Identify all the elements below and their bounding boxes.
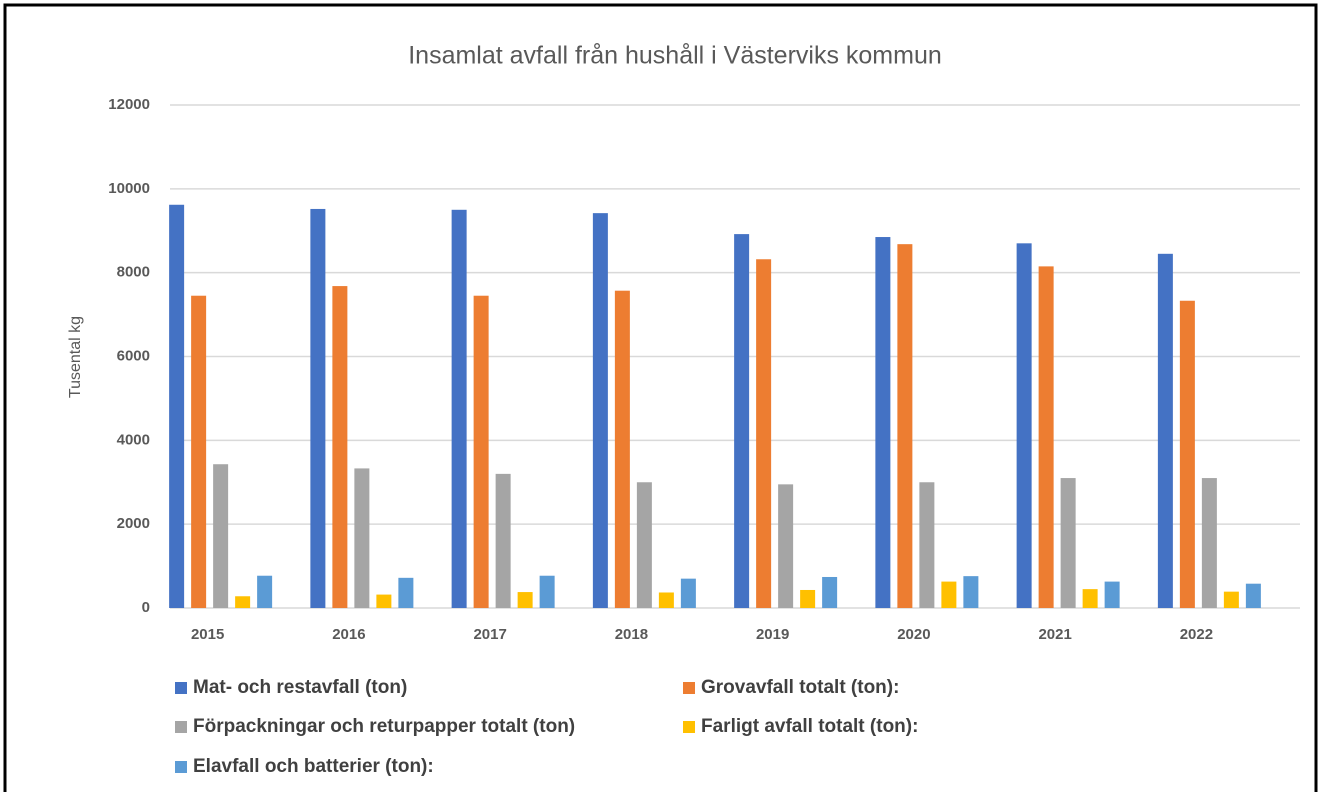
bar [592, 213, 608, 608]
bar [398, 577, 414, 608]
y-tick-label: 12000 [108, 96, 150, 113]
bar [1157, 253, 1173, 608]
y-axis-label: Tusental kg [67, 316, 84, 398]
x-tick-label: 2022 [1180, 626, 1213, 643]
x-tick-label: 2016 [332, 626, 365, 643]
y-tick-label: 2000 [117, 515, 150, 532]
y-tick-label: 6000 [117, 347, 150, 364]
bar [1038, 266, 1054, 608]
bar [1104, 581, 1120, 608]
legend-label: Farligt avfall totalt (ton): [701, 716, 918, 737]
legend-swatch [683, 682, 695, 694]
frame [3, 3, 1318, 792]
bar [800, 589, 816, 608]
chart-title: Insamlat avfall från hushåll i Västervik… [408, 42, 942, 70]
bar [1223, 591, 1239, 608]
bar [875, 237, 891, 608]
bar [376, 594, 392, 608]
x-tick-label: 2019 [756, 626, 789, 643]
bar [1060, 478, 1076, 608]
bar [1016, 243, 1032, 608]
y-tick-label: 8000 [117, 264, 150, 281]
bar [517, 592, 533, 608]
bar [451, 209, 467, 608]
bar [658, 592, 674, 608]
legend-label: Förpackningar och returpapper totalt (to… [193, 716, 575, 737]
legend-label: Grovavfall totalt (ton): [701, 677, 899, 698]
bar [636, 482, 652, 608]
bar [680, 578, 696, 608]
bar [495, 473, 511, 608]
bar [897, 244, 913, 608]
bar [191, 295, 207, 608]
bar [473, 295, 489, 608]
x-tick-label: 2015 [191, 626, 224, 643]
bar [539, 575, 555, 608]
y-tick-label: 0 [142, 599, 150, 616]
bar [1201, 478, 1217, 608]
y-tick-label: 4000 [117, 431, 150, 448]
y-tick-label: 10000 [108, 180, 150, 197]
bar [822, 576, 838, 608]
legend-label: Mat- och restavfall (ton) [193, 677, 407, 698]
bar [919, 482, 935, 608]
bar [1082, 589, 1098, 608]
bar [235, 596, 251, 608]
x-tick-label: 2017 [473, 626, 506, 643]
bar [169, 204, 185, 609]
bar [310, 208, 326, 608]
legend-label: Elavfall och batterier (ton): [193, 756, 434, 777]
x-tick-label: 2021 [1038, 626, 1071, 643]
bar [257, 575, 273, 608]
bar [778, 484, 794, 608]
bar [354, 468, 370, 608]
bar [756, 259, 772, 608]
bar [734, 234, 750, 608]
x-tick-label: 2020 [897, 626, 930, 643]
bar [963, 576, 979, 608]
bar [213, 464, 229, 608]
bar [941, 581, 957, 608]
x-tick-label: 2018 [615, 626, 648, 643]
bar [332, 286, 348, 608]
legend-swatch [175, 721, 187, 733]
bar [614, 290, 630, 608]
bar [1179, 300, 1195, 608]
legend-swatch [683, 721, 695, 733]
legend-swatch [175, 761, 187, 773]
legend-swatch [175, 682, 187, 694]
bar [1245, 583, 1261, 608]
